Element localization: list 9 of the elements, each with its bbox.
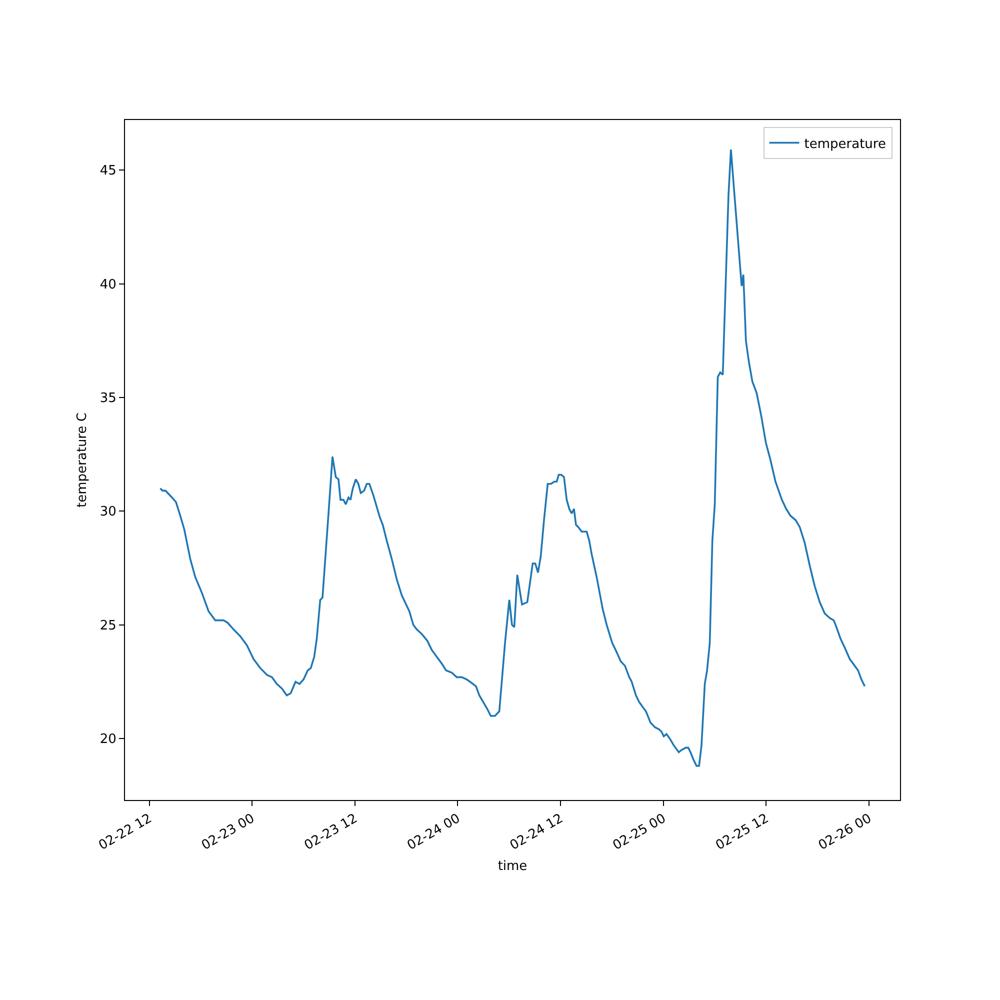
y-tick-label: 45	[100, 164, 116, 179]
y-tick-label: 35	[100, 391, 116, 406]
y-axis-title: temperature C	[74, 412, 90, 508]
x-axis-title: time	[498, 859, 528, 874]
y-tick-label: 40	[100, 277, 116, 292]
legend-label: temperature	[804, 136, 886, 152]
y-tick-label: 25	[100, 618, 116, 634]
y-tick-label: 30	[100, 504, 116, 520]
y-tick-label: 20	[100, 732, 116, 748]
